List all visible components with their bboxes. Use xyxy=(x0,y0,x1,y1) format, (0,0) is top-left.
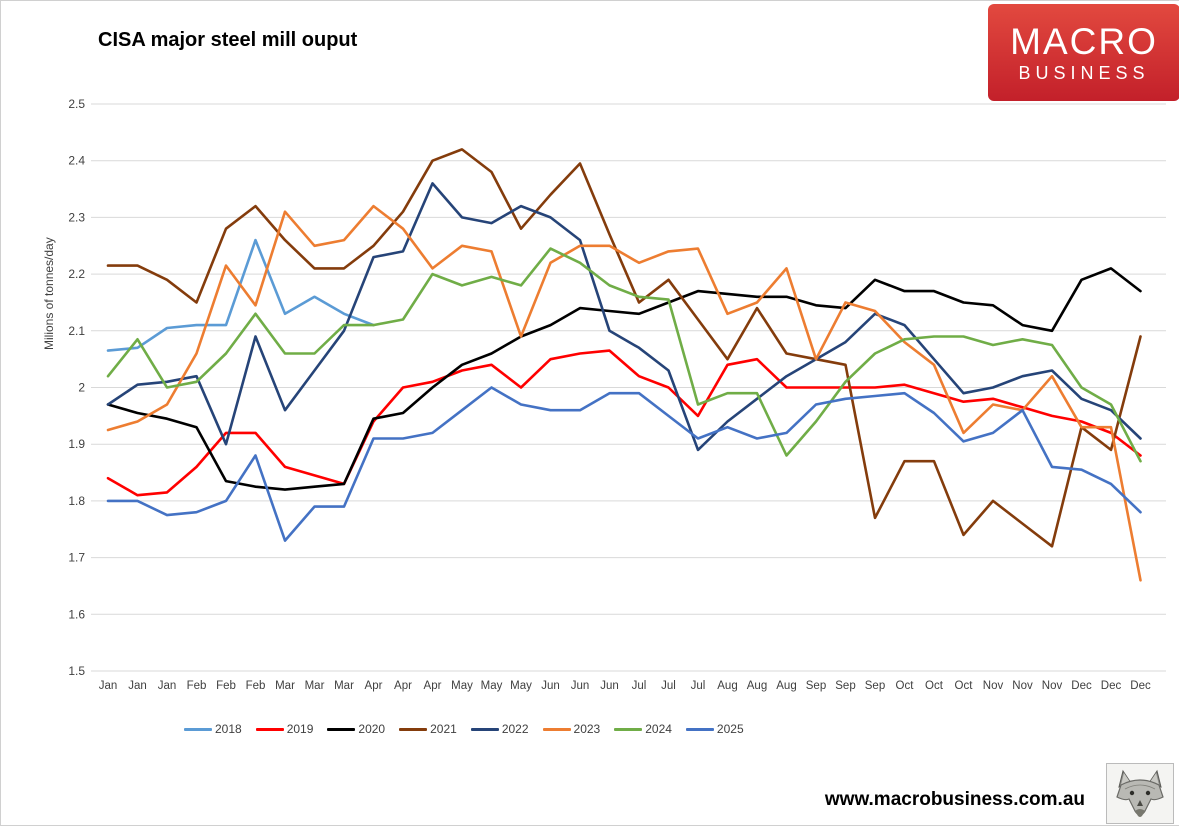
x-axis-tick-label: Sep xyxy=(806,680,826,692)
x-axis-tick-label: Mar xyxy=(305,680,325,692)
x-axis-tick-label: Aug xyxy=(776,680,796,692)
x-axis-tick-label: Jul xyxy=(632,680,647,692)
wolf-head-icon xyxy=(1116,769,1164,817)
x-axis-tick-label: Sep xyxy=(835,680,855,692)
x-axis-tick-label: Jun xyxy=(541,680,560,692)
legend-label: 2019 xyxy=(286,722,314,736)
legend-swatch-2021 xyxy=(399,727,428,731)
x-axis-tick-label: Nov xyxy=(1012,680,1033,692)
legend-label: 2018 xyxy=(215,722,242,736)
y-axis-tick-label: 1.6 xyxy=(68,607,85,621)
legend-item-2018: 2018 xyxy=(184,722,242,736)
x-axis-tick-label: Jan xyxy=(128,680,147,692)
y-axis-tick-label: 2.1 xyxy=(68,324,85,338)
series-line-2019 xyxy=(106,349,1142,497)
logo-text-macro: MACRO xyxy=(1010,21,1158,62)
legend-label: 2024 xyxy=(645,722,672,736)
x-axis-tick-label: Apr xyxy=(394,680,412,692)
x-axis-tick-label: Jun xyxy=(571,680,590,692)
legend-label: 2020 xyxy=(358,722,386,736)
legend-item-2023: 2023 xyxy=(542,722,601,736)
x-axis-tick-label: Feb xyxy=(187,680,207,692)
legend-swatch-2024 xyxy=(614,727,643,731)
x-axis-tick-label: Jun xyxy=(600,680,619,692)
x-axis-tick-label: Jan xyxy=(158,680,177,692)
y-axis-tick-label: 2.5 xyxy=(68,97,85,111)
x-axis-tick-label: Apr xyxy=(365,680,383,692)
macrobusiness-logo: MACRO BUSINESS xyxy=(988,4,1179,101)
x-axis-tick-label: Jul xyxy=(691,680,706,692)
y-axis-tick-label: 2.3 xyxy=(68,210,85,224)
series-line-2020 xyxy=(106,267,1142,491)
legend-item-2022: 2022 xyxy=(470,722,529,736)
legend-swatch-2022 xyxy=(470,727,499,731)
series-line-2018 xyxy=(106,238,375,352)
x-axis-tick-label: Aug xyxy=(717,680,737,692)
y-axis-tick-label: 1.9 xyxy=(68,437,85,451)
x-axis-tick-label: Feb xyxy=(246,680,266,692)
x-axis-tick-label: May xyxy=(481,680,503,692)
x-axis-tick-label: Feb xyxy=(216,680,236,692)
y-axis-tick-label: 1.7 xyxy=(68,551,85,565)
legend-label: 2023 xyxy=(573,722,601,736)
legend-item-2020: 2020 xyxy=(327,722,385,736)
legend-swatch-2023 xyxy=(542,727,571,731)
x-axis-tick-label: May xyxy=(451,680,473,692)
x-axis-tick-label: Apr xyxy=(424,680,442,692)
y-axis-tick-label: 2.2 xyxy=(68,267,85,281)
series-line-2025 xyxy=(106,386,1142,542)
y-axis-tick-label: 2.4 xyxy=(68,154,85,168)
y-axis-tick-label: 1.8 xyxy=(68,494,85,508)
x-axis-tick-label: Nov xyxy=(983,680,1004,692)
legend-item-2024: 2024 xyxy=(614,722,672,736)
chart-legend: 2018 2019 2020 2021 2022 2023 2024 2025 xyxy=(184,722,744,736)
website-url: www.macrobusiness.com.au xyxy=(824,789,1085,810)
series-line-2024 xyxy=(106,247,1142,463)
wolf-logo xyxy=(1106,763,1174,824)
legend-item-2019: 2019 xyxy=(255,722,314,736)
series-line-2022 xyxy=(106,182,1142,452)
series-line-2021 xyxy=(106,148,1142,548)
y-axis-tick-label: 2 xyxy=(78,381,85,395)
legend-label: 2022 xyxy=(501,722,529,736)
series-line-2023 xyxy=(106,204,1142,582)
x-axis-tick-label: Dec xyxy=(1130,680,1151,692)
legend-swatch-2019 xyxy=(255,727,284,731)
legend-swatch-2020 xyxy=(327,727,356,731)
legend-label: 2025 xyxy=(716,722,744,736)
x-axis-tick-label: Nov xyxy=(1042,680,1063,692)
y-axis-tick-label: 1.5 xyxy=(68,664,85,678)
x-axis-tick-label: Oct xyxy=(925,680,944,692)
x-axis-tick-label: Dec xyxy=(1101,680,1122,692)
legend-swatch-2025 xyxy=(685,727,714,731)
x-axis-tick-label: Jan xyxy=(99,680,118,692)
x-axis-tick-label: Mar xyxy=(334,680,354,692)
chart-title: CISA major steel mill ouput xyxy=(98,29,358,51)
logo-text-business: BUSINESS xyxy=(1018,63,1150,83)
x-axis-tick-label: Oct xyxy=(955,680,974,692)
x-axis-tick-label: Dec xyxy=(1071,680,1092,692)
x-axis-tick-label: Sep xyxy=(865,680,885,692)
x-axis-tick-label: Jul xyxy=(661,680,676,692)
x-axis-tick-label: Mar xyxy=(275,680,295,692)
x-axis-tick-label: Aug xyxy=(747,680,767,692)
legend-item-2021: 2021 xyxy=(399,722,457,736)
legend-swatch-2018 xyxy=(184,727,212,731)
x-axis-tick-label: Oct xyxy=(896,680,915,692)
x-axis-tick-label: May xyxy=(510,680,532,692)
legend-item-2025: 2025 xyxy=(685,722,744,736)
legend-label: 2021 xyxy=(430,722,457,736)
